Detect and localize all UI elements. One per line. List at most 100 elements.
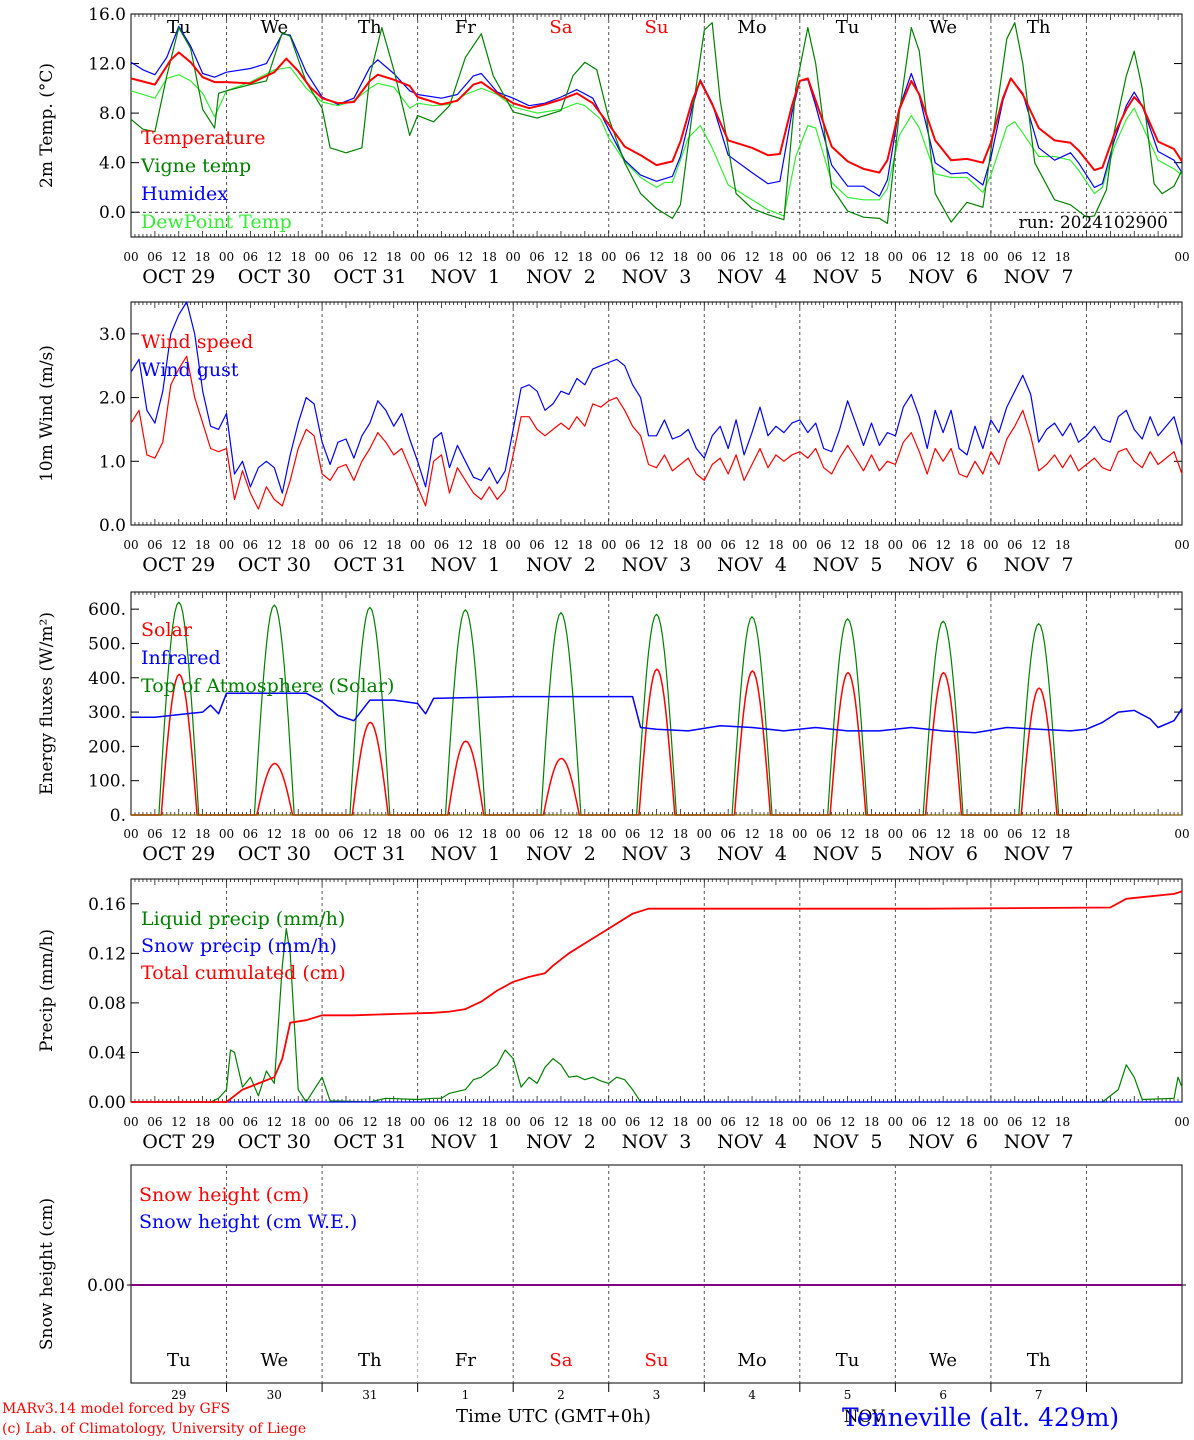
y-axis-label: 2m Temp. (°C) <box>37 63 57 188</box>
hour-label: 06 <box>721 538 736 552</box>
hour-label: 06 <box>912 1115 927 1129</box>
date-label: NOV 6 <box>908 843 978 865</box>
date-label: NOV 1 <box>431 266 501 288</box>
hour-label: 12 <box>649 1115 664 1129</box>
hour-label: 00 <box>601 1115 616 1129</box>
hour-label: 12 <box>935 250 950 264</box>
hour-label: 00 <box>792 1115 807 1129</box>
y-axis-label: 10m Wind (m/s) <box>37 345 57 482</box>
hour-label: 18 <box>482 538 497 552</box>
date-label: NOV 2 <box>526 554 596 576</box>
hour-label: 00 <box>888 538 903 552</box>
y-tick-label: 1.0 <box>99 452 126 472</box>
y-tick-label: 0.08 <box>88 994 126 1014</box>
legend-entry: Snow precip (mm/h) <box>141 935 337 957</box>
y-tick-label: 400. <box>88 669 126 689</box>
date-label: NOV 7 <box>1004 554 1074 576</box>
hour-label: 12 <box>458 250 473 264</box>
date-label: NOV 4 <box>717 1131 787 1153</box>
hour-label: 00 <box>410 538 425 552</box>
hour-label: 00 <box>601 827 616 841</box>
hour-label: 00 <box>697 250 712 264</box>
hour-label: 00 <box>314 538 329 552</box>
date-label: NOV 3 <box>622 266 692 288</box>
month-label: NOV <box>844 1407 886 1427</box>
lab-credit: (c) Lab. of Climatology, University of L… <box>2 1421 307 1437</box>
hour-label: 18 <box>291 827 306 841</box>
hour-label: 12 <box>744 1115 759 1129</box>
hour-label: 18 <box>291 1115 306 1129</box>
hour-label: 06 <box>338 250 353 264</box>
hour-label: 12 <box>171 538 186 552</box>
legend-entry: Humidex <box>141 183 228 205</box>
hour-label: 18 <box>673 1115 688 1129</box>
hour-label: 12 <box>362 250 377 264</box>
panel-2: 0.0 1.0 2.0 3.0 10m Wind (m/s) 00 06 12 18 OCT 29… <box>37 301 1190 576</box>
hour-label: 00 <box>888 250 903 264</box>
hour-label: 18 <box>291 250 306 264</box>
y-tick-label: 16.0 <box>88 5 126 25</box>
hour-label: 06 <box>1007 827 1022 841</box>
hour-label: 06 <box>434 827 449 841</box>
date-label: OCT 29 <box>142 554 215 576</box>
hour-label: 00 <box>1174 250 1189 264</box>
legend-entry: Snow height (cm W.E.) <box>139 1211 357 1233</box>
y-tick-label: 0. <box>110 806 126 826</box>
hour-label: 06 <box>625 1115 640 1129</box>
hour-label: 12 <box>267 250 282 264</box>
hour-label: 12 <box>553 827 568 841</box>
hour-label: 18 <box>195 1115 210 1129</box>
hour-label: 18 <box>577 1115 592 1129</box>
hour-label: 18 <box>768 1115 783 1129</box>
day-number: 2 <box>557 1388 565 1402</box>
hour-label: 06 <box>147 250 162 264</box>
y-tick-label: 500. <box>88 634 126 654</box>
weekday-label: Mo <box>737 1350 766 1371</box>
y-tick-label: 2.0 <box>99 389 126 409</box>
y-tick-label: 0.16 <box>88 895 126 915</box>
day-number: 5 <box>844 1388 852 1402</box>
y-tick-label: 8.0 <box>99 104 126 124</box>
legend-entry: Wind speed <box>141 331 253 353</box>
hour-label: 00 <box>123 538 138 552</box>
hour-label: 12 <box>744 538 759 552</box>
legend-entry: Total cumulated (cm) <box>141 962 346 984</box>
hour-label: 18 <box>386 250 401 264</box>
hour-label: 00 <box>314 250 329 264</box>
date-label: NOV 1 <box>431 843 501 865</box>
hour-label: 06 <box>912 827 927 841</box>
hour-label: 12 <box>649 827 664 841</box>
hour-label: 12 <box>458 538 473 552</box>
hour-label: 18 <box>577 250 592 264</box>
legend-entry: Infrared <box>141 647 221 669</box>
precip-series-line <box>131 890 1183 1103</box>
hour-label: 12 <box>935 1115 950 1129</box>
hour-label: 06 <box>529 1115 544 1129</box>
weekday-label: Mo <box>737 17 766 38</box>
hour-label: 00 <box>697 538 712 552</box>
hour-label: 12 <box>935 538 950 552</box>
hour-label: 00 <box>1174 1115 1189 1129</box>
hour-label: 12 <box>267 538 282 552</box>
date-label: NOV 4 <box>717 266 787 288</box>
hour-label: 06 <box>625 827 640 841</box>
hour-label: 18 <box>577 538 592 552</box>
hour-label: 00 <box>123 827 138 841</box>
hour-label: 12 <box>1031 250 1046 264</box>
infrared-line <box>131 692 1183 734</box>
hour-label: 06 <box>147 827 162 841</box>
y-tick-label: 12.0 <box>88 55 126 75</box>
hour-label: 00 <box>314 827 329 841</box>
legend-entry: DewPoint Temp <box>141 211 292 233</box>
hour-label: 12 <box>171 1115 186 1129</box>
date-label: NOV 2 <box>526 1131 596 1153</box>
weekday-label: Sa <box>549 1350 572 1371</box>
wind-series-line <box>130 355 1183 510</box>
date-label: NOV 4 <box>717 843 787 865</box>
hour-label: 18 <box>1055 1115 1070 1129</box>
hour-label: 00 <box>983 250 998 264</box>
hour-label: 18 <box>768 250 783 264</box>
date-label: NOV 5 <box>813 1131 883 1153</box>
date-label: NOV 2 <box>526 843 596 865</box>
hour-label: 06 <box>147 538 162 552</box>
